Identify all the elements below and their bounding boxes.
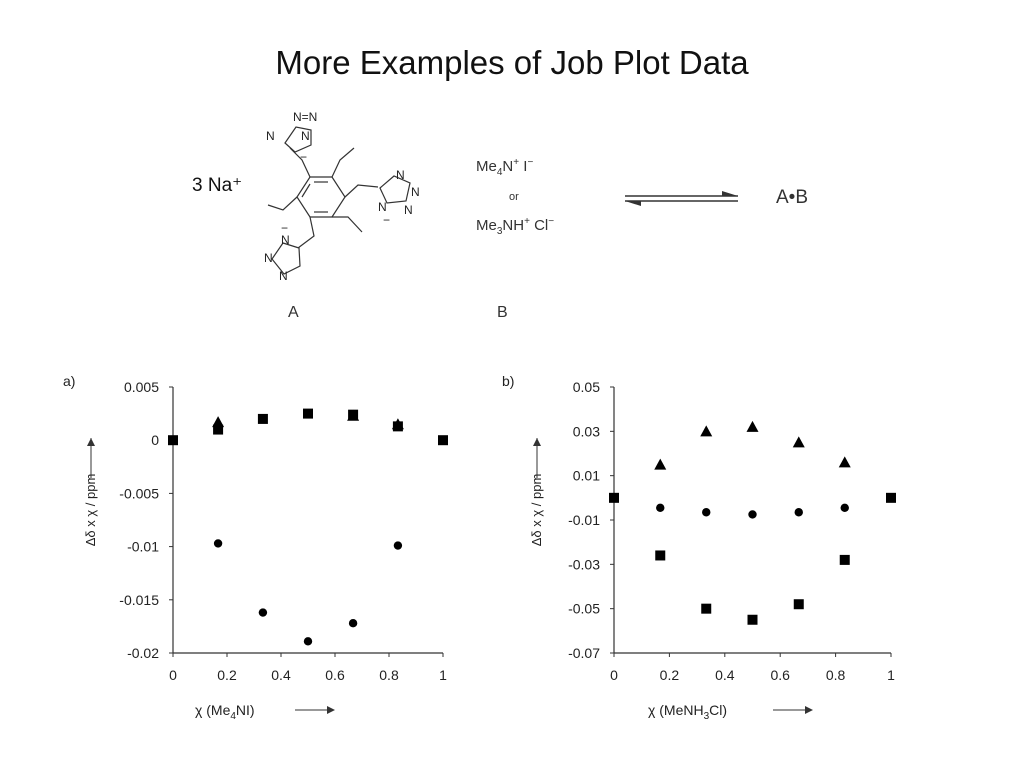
x-tick-label: 0.8 xyxy=(379,667,399,683)
reagent-1: Me4N+ I− xyxy=(476,157,534,178)
data-point-square xyxy=(438,435,448,446)
y-tick-label: 0.005 xyxy=(124,379,159,395)
data-point-square xyxy=(303,408,313,419)
y-axis-label: Δδ x χ / ppm xyxy=(529,474,544,547)
x-tick-label: 0.8 xyxy=(826,667,846,683)
y-tick-label: -0.01 xyxy=(568,512,600,528)
y-tick-label: -0.01 xyxy=(127,539,159,555)
data-point-circle xyxy=(702,508,711,517)
product-label: A•B xyxy=(776,187,808,208)
data-point-square xyxy=(609,492,619,503)
x-tick-label: 1 xyxy=(887,667,895,683)
x-axis-label: χ (MeNH3Cl) xyxy=(648,702,727,722)
data-point-circle xyxy=(393,541,403,550)
y-label-arrowhead xyxy=(533,438,541,446)
data-point-square xyxy=(168,435,178,446)
y-tick-label: -0.015 xyxy=(119,592,159,608)
x-label-arrowhead xyxy=(327,706,335,714)
label-b: B xyxy=(497,304,508,321)
data-point-circle xyxy=(656,503,665,513)
data-point-triangle xyxy=(838,456,851,468)
y-tick-label: -0.07 xyxy=(568,645,600,661)
chart-panel-b: b) 0.05 0.03 0.01 -0.01 -0.03 -0.05 -0.07 0 0.2 0.… xyxy=(502,373,896,722)
y-tick-label: 0.01 xyxy=(573,468,600,484)
y-axis-label: Δδ x χ / ppm xyxy=(83,474,98,547)
data-point-circle xyxy=(258,608,268,617)
reagent-2: Me3NH+ Cl− xyxy=(476,216,555,237)
x-tick-label: 0.2 xyxy=(660,667,680,683)
x-tick-label: 1 xyxy=(439,667,447,683)
data-point-triangle xyxy=(700,425,713,437)
x-axis-label: χ (Me4NI) xyxy=(195,702,255,722)
reaction-prefix: 3 Na⁺ xyxy=(192,175,243,196)
x-tick-label: 0 xyxy=(610,667,618,683)
reagent-or: or xyxy=(509,191,519,203)
data-point-triangle xyxy=(746,420,759,432)
y-tick-label: -0.03 xyxy=(568,556,600,572)
y-tick-label: 0.03 xyxy=(573,423,600,439)
data-point-circle xyxy=(348,619,358,628)
data-point-square xyxy=(257,413,268,424)
data-point-square xyxy=(839,554,850,565)
data-point-square xyxy=(793,599,804,610)
data-point-square xyxy=(886,492,896,503)
data-point-circle xyxy=(303,637,313,646)
x-tick-label: 0.4 xyxy=(271,667,291,683)
panel-label: b) xyxy=(502,373,514,389)
x-tick-label: 0.6 xyxy=(770,667,790,683)
y-tick-label: 0 xyxy=(151,432,159,448)
y-label-arrowhead xyxy=(87,438,95,446)
y-tick-label: -0.005 xyxy=(119,485,159,501)
data-point-circle xyxy=(748,510,757,519)
data-point-circle xyxy=(213,539,223,548)
chart-panel-a: a) 0.005 0 -0.005 -0.01 -0.015 -0.02 0 0.2 0.4 0.6… xyxy=(63,373,448,722)
data-point-square xyxy=(655,550,666,561)
x-label-arrowhead xyxy=(805,706,813,714)
x-tick-label: 0.4 xyxy=(715,667,735,683)
data-point-triangle xyxy=(212,416,225,428)
data-point-square xyxy=(392,421,403,432)
data-point-triangle xyxy=(654,458,667,470)
y-tick-label: 0.05 xyxy=(573,379,600,395)
y-tick-label: -0.05 xyxy=(568,601,600,617)
data-point-triangle xyxy=(792,436,805,448)
data-point-square xyxy=(701,603,712,614)
data-point-square xyxy=(213,424,224,435)
x-tick-label: 0 xyxy=(169,667,177,683)
data-point-circle xyxy=(840,503,849,513)
panel-label: a) xyxy=(63,373,75,389)
x-tick-label: 0.2 xyxy=(217,667,237,683)
slide-title: More Examples of Job Plot Data xyxy=(275,44,749,81)
data-point-square xyxy=(348,409,359,420)
data-point-square xyxy=(747,614,758,625)
label-a: A xyxy=(288,304,299,321)
x-tick-label: 0.6 xyxy=(325,667,345,683)
data-point-circle xyxy=(794,508,803,517)
y-tick-label: -0.02 xyxy=(127,645,159,661)
